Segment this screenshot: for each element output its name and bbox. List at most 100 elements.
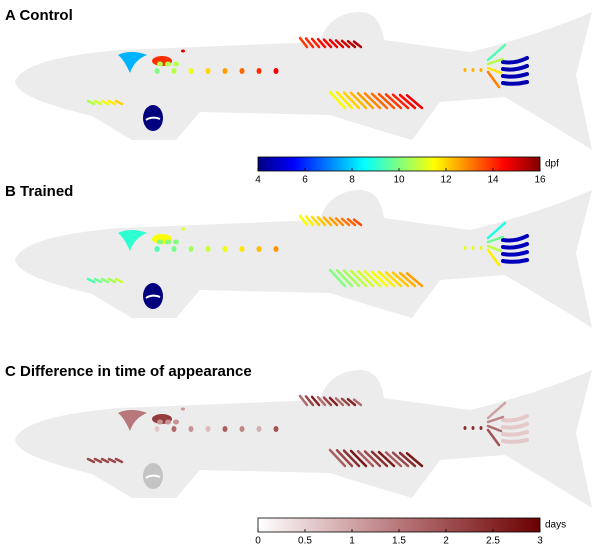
bone (463, 426, 467, 430)
bone (171, 68, 177, 74)
bone (205, 426, 211, 432)
bone (171, 426, 177, 432)
bone (107, 457, 117, 464)
bone (310, 395, 321, 407)
bone (256, 68, 262, 74)
bone (363, 92, 382, 110)
bone (335, 91, 354, 110)
panel-title: C Difference in time of appearance (5, 363, 252, 380)
bone (335, 269, 354, 288)
bone (304, 37, 315, 49)
bone (377, 92, 396, 110)
bone (328, 448, 347, 468)
bone (107, 277, 117, 284)
bone (310, 37, 321, 49)
bone (352, 40, 363, 49)
bone (188, 68, 194, 74)
bone (304, 215, 315, 227)
bone (356, 449, 375, 468)
bone (239, 246, 245, 252)
bone (391, 451, 410, 468)
bone (340, 397, 351, 407)
bone (107, 99, 117, 106)
bone (173, 61, 179, 67)
colorbar-unit: days (545, 520, 566, 531)
bone (486, 248, 501, 267)
fish-silhouette (15, 190, 592, 328)
bone (86, 277, 96, 284)
bone (273, 426, 279, 432)
bone (377, 450, 396, 468)
bone (463, 246, 467, 250)
bone (322, 396, 333, 407)
tick-label: 2.5 (486, 536, 500, 547)
tick-label: 10 (393, 175, 405, 186)
bone (384, 93, 403, 110)
bone (501, 250, 529, 257)
bone (471, 246, 475, 250)
tick-label: 1.5 (392, 536, 406, 547)
bone (501, 234, 529, 243)
bone (363, 450, 382, 468)
bone (486, 244, 503, 253)
bone (486, 221, 507, 240)
bone (346, 397, 357, 407)
bone (322, 216, 333, 227)
tick-label: 14 (487, 175, 499, 186)
bone (328, 90, 347, 110)
bone (114, 277, 124, 284)
bone (334, 39, 345, 49)
bone (86, 99, 96, 106)
bone (340, 39, 351, 49)
bone (501, 414, 529, 423)
bone (384, 451, 403, 468)
bone (93, 277, 103, 284)
bone (405, 94, 424, 110)
bone (377, 270, 396, 288)
bone (222, 246, 228, 252)
bone (346, 39, 357, 49)
bone (501, 258, 529, 264)
bone (342, 269, 361, 288)
bone (118, 51, 147, 73)
fish-silhouette (15, 12, 592, 150)
bone (486, 415, 505, 424)
bone (328, 268, 347, 288)
bone (298, 36, 309, 49)
tick-label: 1 (349, 536, 355, 547)
bone (486, 235, 505, 244)
bone (181, 49, 185, 53)
bone (340, 217, 351, 227)
bone (173, 419, 179, 425)
bone (273, 246, 279, 252)
bone (363, 270, 382, 288)
bone (86, 457, 96, 464)
bone (501, 56, 529, 65)
panel-c: C Difference in time of appearance (5, 363, 592, 508)
bone (239, 68, 245, 74)
panel-title: B Trained (5, 183, 73, 200)
bone (171, 246, 177, 252)
bone (391, 271, 410, 288)
bone (471, 426, 475, 430)
bone (154, 246, 160, 252)
bone (471, 68, 475, 72)
panel-title: A Control (5, 7, 73, 24)
bone (479, 426, 483, 430)
bone (486, 424, 503, 433)
bone (398, 271, 417, 288)
tick-label: 8 (349, 175, 355, 186)
bone (222, 68, 228, 74)
bone (157, 239, 163, 245)
bone (114, 457, 124, 464)
bone (298, 214, 309, 227)
tick-label: 6 (302, 175, 308, 186)
bone (501, 64, 529, 72)
bone (398, 93, 417, 110)
tick-label: 16 (534, 175, 546, 186)
bone (486, 428, 501, 447)
bone (342, 449, 361, 468)
bone (316, 37, 327, 49)
bone (256, 426, 262, 432)
